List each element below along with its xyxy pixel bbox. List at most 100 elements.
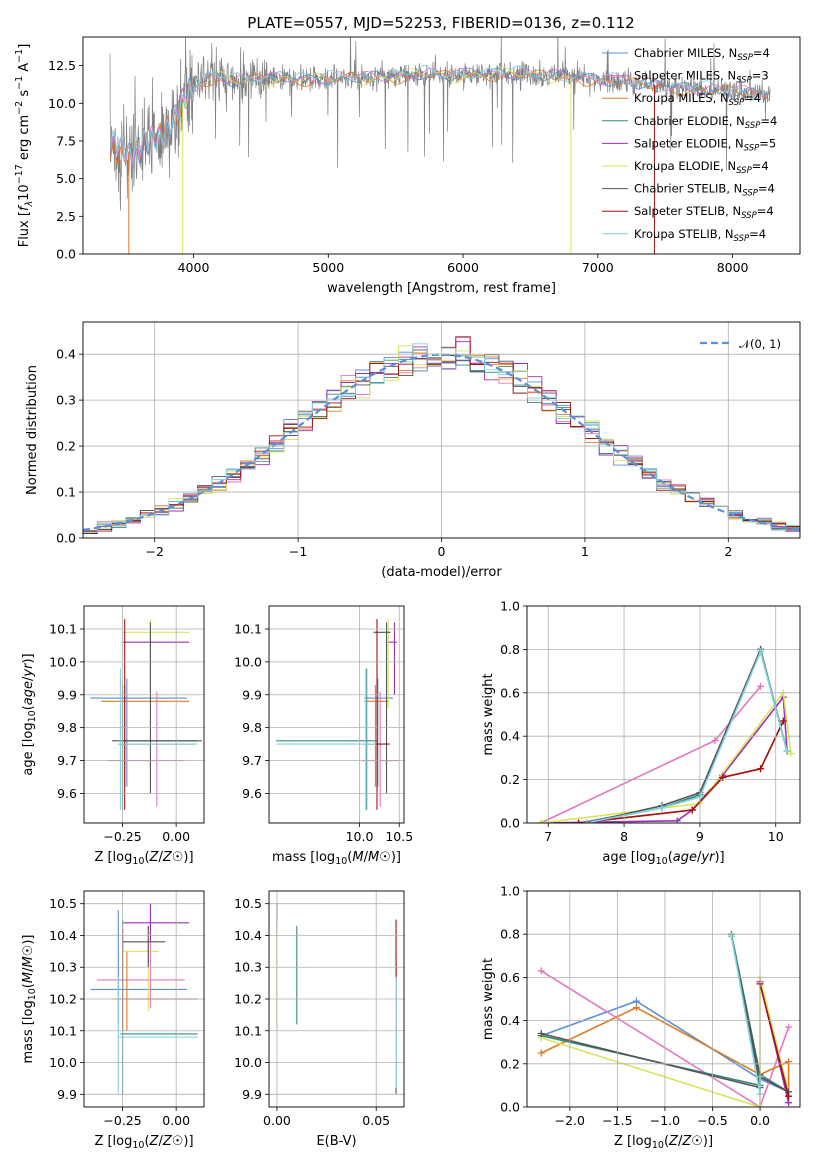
- x-tick-label: 5000: [312, 260, 344, 275]
- y-tick-label: 0.6: [500, 685, 520, 700]
- y-tick-label: 9.8: [242, 720, 262, 735]
- chab_elodie-legend-label: Chabrier ELODIE, NSSP=4: [634, 114, 777, 131]
- x-tick-label: 8000: [717, 260, 749, 275]
- y-tick-label: 12.5: [48, 58, 76, 73]
- y-tick-label: 9.8: [57, 720, 77, 735]
- x-tick-label: −1: [289, 544, 307, 559]
- x-axis-label: mass [log10(M/M☉)]: [272, 850, 401, 867]
- y-axis-label: age [log10(age/yr)]: [21, 653, 38, 775]
- x-tick-label: 0.0: [750, 1113, 770, 1128]
- axes-frame: [83, 890, 205, 1108]
- axes-frame: [83, 605, 205, 824]
- y-tick-label: 10.2: [234, 992, 262, 1007]
- y-tick-label: 0.2: [500, 772, 520, 787]
- y-tick-label: 10.4: [49, 928, 77, 943]
- axes-frame: [526, 890, 801, 1108]
- y-tick-label: 0.8: [500, 642, 520, 657]
- salp_miles-weight-marker: [757, 682, 765, 690]
- y-tick-label: 9.9: [57, 1087, 77, 1102]
- x-tick-label: 10.0: [346, 829, 374, 844]
- figure-title: PLATE=0557, MJD=52253, FIBERID=0136, z=0…: [247, 14, 634, 32]
- x-tick-label: 0.05: [362, 1113, 390, 1128]
- x-axis-label: (data-model)/error: [381, 565, 502, 580]
- salp_stelib-weight-line: [759, 983, 790, 1097]
- y-tick-label: 10.1: [49, 622, 77, 637]
- y-axis-label: mass weight: [481, 958, 496, 1040]
- age_vs_mass-plot-area: [276, 619, 400, 810]
- krou_stelib-weight-marker: [783, 747, 791, 755]
- y-tick-label: 5.0: [56, 171, 76, 186]
- weight_vs_Z-panel: −2.0 −1.5 −1.0 −0.5 0.0 0.0 0.2 0.4 0.6 0.8 1.0 mas…: [481, 884, 801, 1151]
- x-tick-label: −1.0: [650, 1113, 680, 1128]
- krou_elodie-weight-marker: [537, 819, 545, 823]
- chab_stelib-legend-label: Chabrier STELIB, NSSP=4: [634, 182, 775, 199]
- y-axis-label: mass weight: [481, 673, 496, 755]
- y-tick-label: 9.7: [57, 753, 77, 768]
- weight_vs_age-panel: 7 8 9 10 0.0 0.2 0.4 0.6 0.8 1.0 mass weight age [l…: [481, 599, 801, 867]
- age_vs_Z-panel: −0.25 0.00 9.6 9.7 9.8 9.9 10.0 10.1 Z [log10(Z/…: [21, 605, 205, 867]
- krou_stelib-legend-label: Kroupa STELIB, NSSP=4: [634, 227, 766, 244]
- salp_miles-weight-marker: [785, 1023, 793, 1031]
- x-tick-label: 7000: [582, 260, 614, 275]
- age_vs_Z-plot-area: [90, 619, 202, 810]
- salp_stelib-legend-label: Salpeter STELIB, NSSP=4: [634, 204, 774, 221]
- y-axis-label: mass [log10(M/M☉)]: [21, 934, 38, 1063]
- x-axis-label: Z [log10(Z/Z☉)]: [94, 850, 193, 867]
- krou_miles-weight-marker: [632, 1004, 640, 1012]
- x-tick-label: −0.5: [697, 1113, 727, 1128]
- axes-frame: [526, 605, 801, 824]
- x-tick-label: 8: [620, 829, 628, 844]
- x-tick-label: −0.25: [103, 829, 141, 844]
- panels: 4000 5000 6000 7000 80000.02.55.07.510.012.5…: [14, 36, 801, 1151]
- chab_stelib-weight-marker: [537, 1030, 545, 1038]
- y-tick-label: 0.3: [56, 393, 76, 408]
- y-tick-label: 9.6: [242, 786, 262, 801]
- x-tick-label: 4000: [178, 260, 210, 275]
- spectrum-panel: 4000 5000 6000 7000 8000 0.0 2.5 5.0 7.5 10.0 12.5…: [14, 36, 801, 296]
- salp_stelib-weight-marker: [757, 765, 765, 773]
- y-tick-label: 10.2: [49, 992, 77, 1007]
- x-tick-label: 7: [544, 829, 552, 844]
- x-tick-label: 0.00: [162, 829, 190, 844]
- krou_stelib-weight-marker: [582, 819, 590, 823]
- y-tick-label: 10.0: [234, 654, 262, 669]
- x-axis-label: Z [log10(Z/Z☉)]: [94, 1134, 193, 1151]
- krou_miles-legend-label: Kroupa MILES, NSSP=4: [634, 91, 761, 108]
- axes-frame: [82, 36, 801, 255]
- y-tick-label: 10.4: [234, 928, 262, 943]
- y-tick-label: 10.5: [234, 896, 262, 911]
- y-tick-label: 10.0: [234, 1055, 262, 1070]
- x-tick-label: 0: [438, 544, 446, 559]
- mass_vs_ebv-panel: 0.00 0.05 9.9 10.0 10.1 10.2 10.3 10.4 10.5 E(B-V…: [234, 890, 405, 1149]
- salp_miles-model-line: [109, 67, 771, 169]
- y-tick-label: 10.0: [49, 1055, 77, 1070]
- x-tick-label: −2: [145, 544, 163, 559]
- y-tick-label: 0.4: [500, 729, 520, 744]
- x-axis-label: Z [log10(Z/Z☉)]: [614, 1134, 713, 1151]
- salp_stelib-weight-marker: [575, 819, 583, 823]
- y-tick-label: 9.9: [242, 687, 262, 702]
- salp_elodie-weight-marker: [673, 817, 681, 823]
- y-tick-label: 1.0: [500, 599, 520, 614]
- x-tick-label: 10: [768, 829, 784, 844]
- y-tick-label: 10.1: [234, 622, 262, 637]
- y-tick-label: 10.0: [48, 96, 76, 111]
- y-tick-label: 10.0: [49, 654, 77, 669]
- spectrum-legend: Chabrier MILES, NSSP=4 Salpeter MILES, NS…: [602, 46, 777, 244]
- y-tick-label: 10.1: [234, 1023, 262, 1038]
- gaussian-legend-label: 𝒩(0, 1): [739, 337, 781, 351]
- age_vs_mass-panel: 10.0 10.5 9.6 9.7 9.8 9.9 10.0 10.1 mass [log10(…: [234, 605, 413, 867]
- y-tick-label: 10.3: [49, 960, 77, 975]
- salp_miles-weight-line: [540, 685, 762, 823]
- y-tick-label: 9.6: [57, 786, 77, 801]
- spectrum-plot-area: [109, 37, 771, 254]
- x-axis-label: E(B-V): [316, 1134, 356, 1149]
- mass_vs_Z-panel: −0.25 0.00 9.9 10.0 10.1 10.2 10.3 10.4 10.5 Z [l…: [21, 890, 205, 1151]
- y-tick-label: 0.0: [500, 1100, 520, 1115]
- axes-frame: [268, 890, 405, 1108]
- chab_miles-model-line: [109, 67, 771, 169]
- x-tick-label: 2: [724, 544, 732, 559]
- y-tick-label: 2.5: [56, 209, 76, 224]
- krou_elodie-legend-label: Kroupa ELODIE, NSSP=4: [634, 159, 769, 176]
